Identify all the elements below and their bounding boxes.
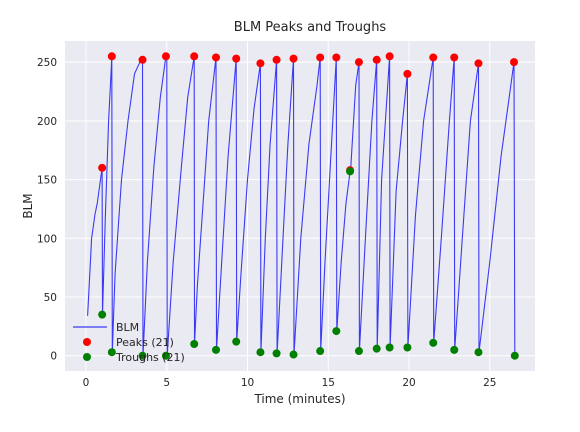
y-tick-labels: 0 50 100 150 200 250: [37, 57, 57, 363]
legend-peaks-label: Peaks (21): [116, 336, 174, 349]
trough-point: [354, 347, 363, 356]
trough-point: [289, 350, 298, 359]
x-tick-labels: 0 5 10 15 20 25: [83, 377, 497, 389]
peak-point: [138, 55, 147, 64]
peak-point: [272, 55, 281, 64]
trough-point: [232, 337, 241, 346]
trough-point: [429, 338, 438, 347]
peak-point: [474, 59, 483, 68]
trough-point: [450, 345, 459, 354]
y-tick-label: 0: [50, 351, 57, 363]
y-tick-label: 100: [37, 233, 57, 245]
x-tick-label: 0: [83, 377, 90, 389]
y-tick-label: 150: [37, 175, 57, 187]
trough-point: [403, 343, 412, 352]
peak-point: [98, 163, 107, 172]
peak-point: [316, 53, 325, 62]
trough-point: [510, 351, 519, 360]
trough-point: [332, 327, 341, 336]
x-tick-label: 5: [163, 377, 170, 389]
trough-point: [256, 348, 265, 357]
peak-point: [385, 52, 394, 61]
peak-point: [332, 53, 341, 62]
trough-point: [272, 349, 281, 358]
trough-point: [98, 310, 107, 319]
trough-point: [212, 345, 221, 354]
y-tick-label: 50: [44, 292, 57, 304]
peak-point: [354, 58, 363, 67]
peak-point: [403, 69, 412, 78]
peak-point: [450, 53, 459, 62]
peak-point: [429, 53, 438, 62]
peak-point: [289, 54, 298, 63]
legend-blm-label: BLM: [116, 321, 139, 334]
peak-point: [212, 53, 221, 62]
trough-point: [107, 348, 116, 357]
peak-point: [510, 58, 519, 67]
x-tick-label: 25: [483, 377, 496, 389]
x-tick-label: 10: [241, 377, 254, 389]
trough-point: [372, 344, 381, 353]
y-tick-label: 250: [37, 57, 57, 69]
peak-point: [161, 52, 170, 61]
trough-point: [138, 351, 147, 360]
x-axis-label: Time (minutes): [253, 392, 345, 406]
trough-point: [190, 339, 199, 348]
trough-point: [385, 343, 394, 352]
trough-point: [474, 348, 483, 357]
chart-title: BLM Peaks and Troughs: [234, 20, 387, 35]
peak-point: [372, 55, 381, 64]
x-tick-label: 15: [322, 377, 335, 389]
x-tick-label: 20: [402, 377, 415, 389]
legend: BLM Peaks (21) Troughs (21): [73, 321, 185, 364]
peak-point: [107, 52, 116, 61]
trough-point: [316, 347, 325, 356]
peak-point: [232, 54, 241, 63]
y-tick-label: 200: [37, 116, 57, 128]
peak-point: [190, 52, 199, 61]
peak-point: [256, 59, 265, 68]
legend-troughs-swatch: [83, 353, 91, 361]
trough-point: [346, 167, 355, 176]
series-layer: [87, 52, 519, 360]
y-axis-label: BLM: [21, 193, 35, 218]
legend-troughs-label: Troughs (21): [115, 351, 185, 364]
legend-peaks-swatch: [83, 338, 91, 346]
trough-point: [161, 351, 170, 360]
